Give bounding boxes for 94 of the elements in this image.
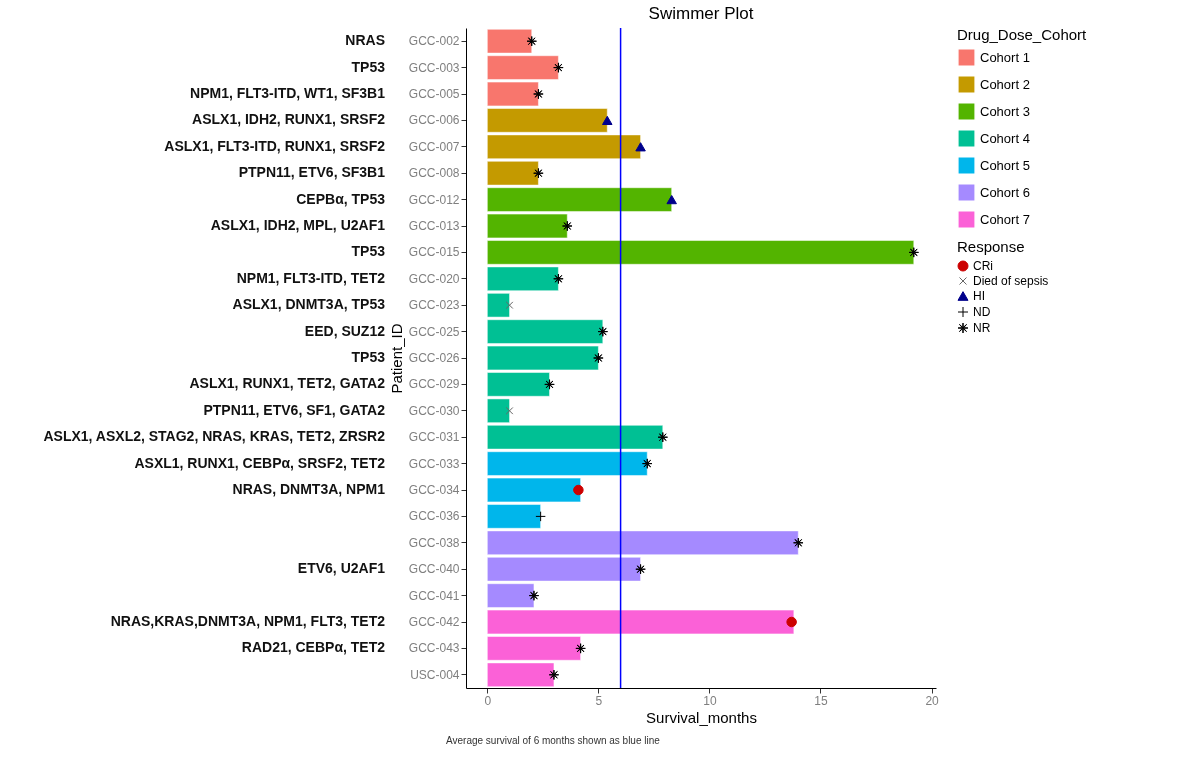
y-tick-label: GCC-002 <box>408 34 460 49</box>
point <box>597 326 609 337</box>
y2-tick-label: CEPBα, TP53 <box>296 190 386 207</box>
point <box>528 590 540 601</box>
text: Average survival of 6 months shown as blue line <box>446 735 661 746</box>
y-tick-label: GCC-012 <box>408 192 460 207</box>
legend-label: CRi <box>973 259 993 273</box>
point <box>657 431 669 443</box>
y-tick-label: GCC-036 <box>408 509 460 524</box>
x-tick-label: 15 <box>814 693 828 708</box>
y-tick-label: USC-004 <box>410 667 460 682</box>
y-tick-label: GCC-029 <box>408 377 460 392</box>
point <box>573 484 584 496</box>
y2-tick-label: ASLX1, ASXL2, STAG2, NRAS, KRAS, TET2, ZRSR2 <box>43 428 386 445</box>
y-tick-label: GCC-023 <box>408 298 460 313</box>
y2-tick-label: RAD21, CEBPα, TET2 <box>241 639 386 656</box>
y-tick-label: GCC-015 <box>408 245 460 260</box>
y-tick-label: GCC-042 <box>408 615 460 629</box>
y-tick-label: GCC-013 <box>408 219 460 233</box>
legend-label: Cohort 4 <box>980 130 1030 146</box>
y-tick-label: GCC-003 <box>408 60 460 75</box>
y-tick-label: GCC-034 <box>408 483 460 497</box>
x-tick-label: 0 <box>484 693 492 708</box>
x-tick-label: 20 <box>925 693 940 708</box>
legend-label: Cohort 2 <box>980 76 1030 92</box>
point <box>505 301 514 310</box>
y2-tick-label: ASXL1, RUNX1, CEBPα, SRSF2, TET2 <box>134 454 386 471</box>
y-tick-label: GCC-007 <box>408 139 460 154</box>
y-tick-label: GCC-041 <box>408 588 460 603</box>
y-axis-title: Patient_ID <box>387 323 405 394</box>
point <box>535 511 546 522</box>
legend-label: Cohort 5 <box>980 157 1030 173</box>
legend-label: Cohort 7 <box>980 211 1030 227</box>
point <box>533 167 544 179</box>
y2-tick-label: ASLX1, DNMT3A, TP53 <box>232 296 386 313</box>
point <box>526 35 537 47</box>
y2-tick-label: NPM1, FLT3-ITD, WT1, SF3B1 <box>190 85 386 101</box>
point <box>544 379 555 390</box>
y2-tick-label: TP53 <box>351 58 386 75</box>
y-tick-label: GCC-008 <box>408 166 460 181</box>
legend-label: Died of sepsis <box>973 274 1049 288</box>
y-tick-label: GCC-038 <box>408 535 460 550</box>
y2-tick-label: PTPN11, ETV6, SF1, GATA2 <box>203 401 386 418</box>
x-axis-title: Survival_months <box>646 708 757 726</box>
y-tick-label: GCC-040 <box>408 562 460 577</box>
y-tick-label: GCC-005 <box>408 87 460 101</box>
legend-label: HI <box>973 289 985 303</box>
point <box>642 458 653 469</box>
point <box>793 537 804 549</box>
text: Response <box>957 238 1025 255</box>
point <box>908 247 920 258</box>
y2-tick-label: NRAS <box>345 32 385 49</box>
point <box>505 406 514 415</box>
y2-tick-label: ASLX1, IDH2, RUNX1, SRSF2 <box>192 111 386 128</box>
y2-tick-label: TP53 <box>351 243 386 260</box>
y2-tick-label: ASLX1, IDH2, MPL, U2AF1 <box>210 217 386 233</box>
legend-label: Cohort 3 <box>980 103 1030 119</box>
x-tick-label: 10 <box>703 693 717 708</box>
y2-tick-label: ETV6, U2AF1 <box>297 560 386 577</box>
legend-label: Cohort 1 <box>980 49 1030 65</box>
y-tick-label: GCC-026 <box>408 351 460 365</box>
y-tick-label: GCC-006 <box>408 113 460 128</box>
y-tick-label: GCC-043 <box>408 641 460 656</box>
point <box>553 62 564 73</box>
text: Drug_Dose_Cohort <box>957 26 1087 43</box>
chart-title: Swimmer Plot <box>648 4 754 24</box>
y2-tick-label: PTPN11, ETV6, SF3B1 <box>238 164 386 181</box>
y-tick-label: GCC-031 <box>408 430 460 445</box>
point <box>635 563 646 575</box>
point <box>562 220 573 232</box>
x-tick-label: 5 <box>595 693 603 708</box>
y-tick-label: GCC-020 <box>408 271 460 286</box>
point <box>635 142 646 152</box>
point <box>553 273 564 285</box>
legend-label: Cohort 6 <box>980 184 1030 200</box>
y2-tick-label: NRAS,KRAS,DNMT3A, NPM1, FLT3, TET2 <box>110 613 386 629</box>
y-tick-label: GCC-025 <box>408 324 460 339</box>
y2-tick-label: EED, SUZ12 <box>304 322 386 339</box>
y2-tick-label: TP53 <box>351 349 386 365</box>
point <box>575 643 586 654</box>
y-tick-label: GCC-033 <box>408 456 460 471</box>
y2-tick-label: ASLX1, FLT3-ITD, RUNX1, SRSF2 <box>164 137 386 154</box>
point <box>602 115 613 126</box>
point <box>593 352 604 364</box>
y2-tick-label: NPM1, FLT3-ITD, TET2 <box>236 269 386 286</box>
point <box>533 88 544 100</box>
point <box>786 616 797 628</box>
legend-label: NR <box>973 321 991 335</box>
y2-tick-label: NRAS, DNMT3A, NPM1 <box>232 481 386 497</box>
point <box>666 194 677 205</box>
y-tick-label: GCC-030 <box>408 403 460 418</box>
legend-label: ND <box>973 305 991 319</box>
y2-tick-label: ASLX1, RUNX1, TET2, GATA2 <box>189 375 386 392</box>
point <box>548 669 560 681</box>
